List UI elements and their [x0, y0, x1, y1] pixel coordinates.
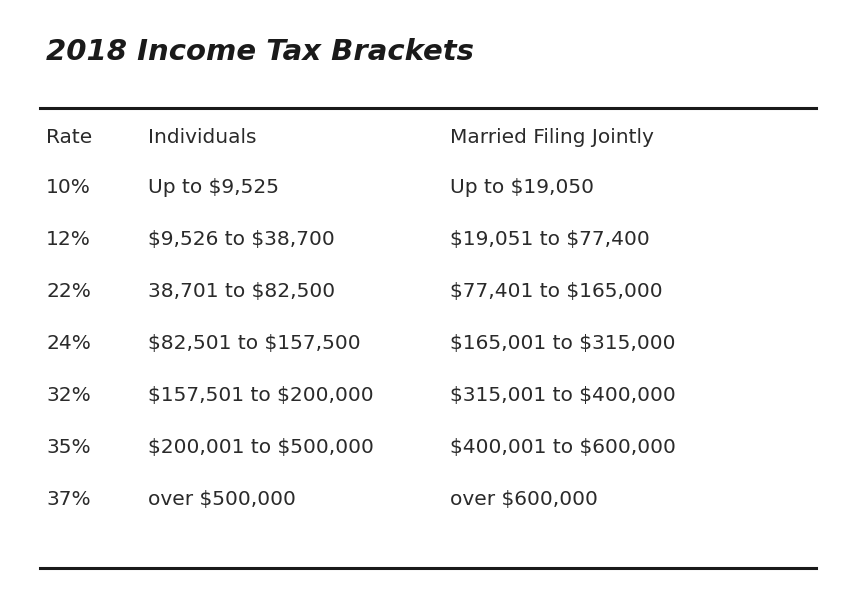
Text: 22%: 22% [46, 282, 91, 301]
Text: Up to \$19,050: Up to \$19,050 [450, 178, 594, 197]
Text: \$77,401 to \$165,000: \$77,401 to \$165,000 [450, 282, 663, 301]
Text: 2018 Income Tax Brackets: 2018 Income Tax Brackets [46, 38, 474, 66]
Text: \$82,501 to \$157,500: \$82,501 to \$157,500 [148, 334, 360, 353]
Text: \$200,001 to \$500,000: \$200,001 to \$500,000 [148, 438, 374, 457]
Text: 10%: 10% [46, 178, 91, 197]
Text: Rate: Rate [46, 128, 92, 147]
Text: \$9,526 to \$38,700: \$9,526 to \$38,700 [148, 230, 335, 249]
Text: \$165,001 to \$315,000: \$165,001 to \$315,000 [450, 334, 675, 353]
Text: over \$500,000: over \$500,000 [148, 490, 296, 509]
Text: \$157,501 to \$200,000: \$157,501 to \$200,000 [148, 386, 374, 405]
Text: \$400,001 to \$600,000: \$400,001 to \$600,000 [450, 438, 676, 457]
Text: Married Filing Jointly: Married Filing Jointly [450, 128, 654, 147]
Text: 32%: 32% [46, 386, 91, 405]
Text: 12%: 12% [46, 230, 91, 249]
Text: \$315,001 to \$400,000: \$315,001 to \$400,000 [450, 386, 676, 405]
Text: 37%: 37% [46, 490, 90, 509]
Text: \$19,051 to \$77,400: \$19,051 to \$77,400 [450, 230, 650, 249]
Text: 38,701 to \$82,500: 38,701 to \$82,500 [148, 282, 335, 301]
Text: Individuals: Individuals [148, 128, 257, 147]
Text: Up to \$9,525: Up to \$9,525 [148, 178, 279, 197]
Text: 35%: 35% [46, 438, 90, 457]
Text: 24%: 24% [46, 334, 91, 353]
Text: over \$600,000: over \$600,000 [450, 490, 598, 509]
